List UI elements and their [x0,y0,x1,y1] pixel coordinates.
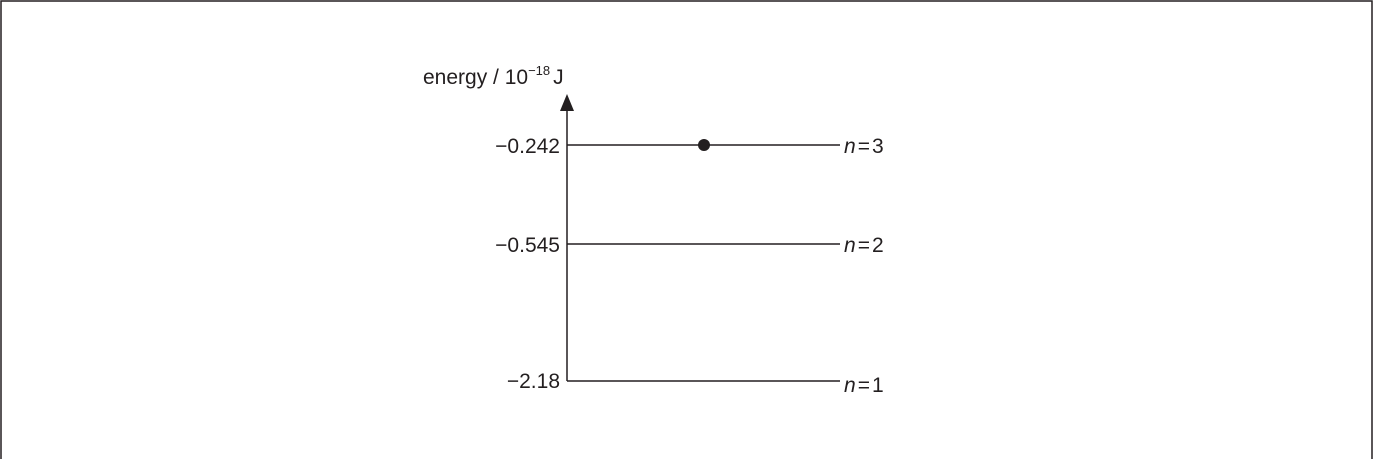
energy-level-2: −0.545 n=2 [495,234,883,257]
n-equals: = [858,234,870,257]
n-equals: = [858,374,870,397]
level-value-label: −0.242 [495,135,560,158]
electron-dot [698,139,710,151]
axis-title-unit: J [553,66,564,89]
level-value-label: −0.545 [495,234,560,257]
n-value: 3 [872,135,884,158]
energy-level-1: −2.18 n=1 [507,370,884,397]
level-value-label: −2.18 [507,370,560,393]
n-symbol: n [844,374,856,397]
axis-title-exponent: −18 [528,63,550,78]
n-symbol: n [844,234,856,257]
n-equals: = [858,135,870,158]
level-n-label: n=3 [844,135,884,158]
axis-arrowhead [560,94,574,111]
axis-title-prefix: energy / 10 [423,66,528,89]
n-value: 2 [872,234,884,257]
axis-title: energy / 10−18 J [423,63,564,89]
n-value: 1 [872,374,884,397]
n-symbol: n [844,135,856,158]
level-n-label: n=2 [844,234,884,257]
level-n-label: n=1 [844,374,884,397]
energy-level-3: −0.242 n=3 [495,135,883,158]
